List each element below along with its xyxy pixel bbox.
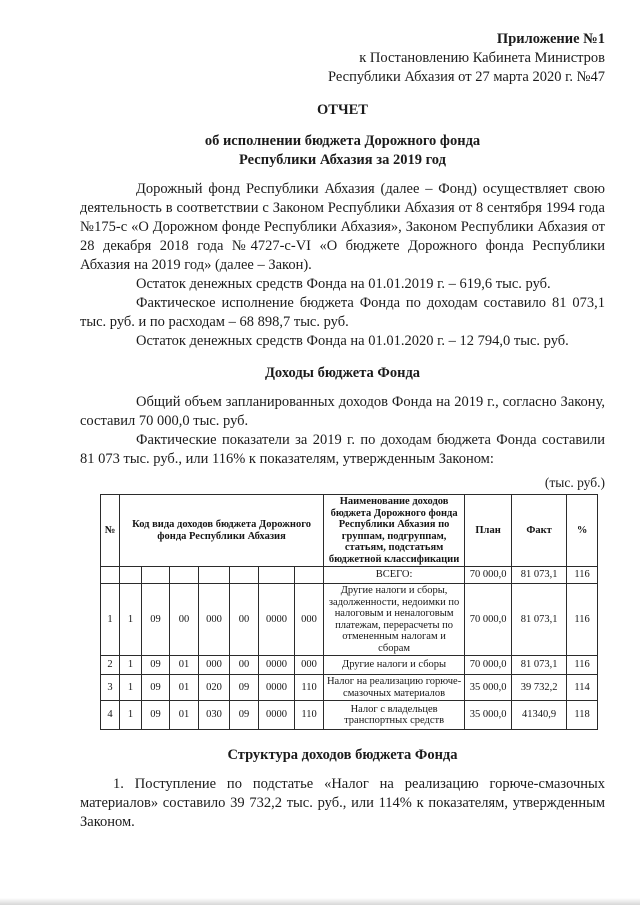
empty-cell — [229, 566, 259, 584]
income-table: № Код вида доходов бюджета Дорожного фон… — [100, 494, 599, 730]
code-cell: 0000 — [258, 655, 295, 675]
code-cell: 1 — [119, 674, 142, 701]
row-percent-cell: 114 — [566, 674, 599, 701]
empty-cell — [141, 566, 170, 584]
row-plan-cell: 35 000,0 — [464, 674, 513, 701]
report-subtitle: об исполнении бюджета Дорожного фонда Рес… — [80, 132, 605, 170]
report-subtitle-line-1: об исполнении бюджета Дорожного фонда — [204, 133, 481, 149]
col-header-plan: План — [464, 494, 513, 567]
row-num-cell: 1 — [100, 583, 120, 656]
code-cell: 030 — [198, 700, 230, 730]
income-paragraph-2: Фактические показатели за 2019 г. по дох… — [80, 432, 605, 467]
row-fact-cell: 81 073,1 — [511, 655, 568, 675]
row-plan-cell: 70 000,0 — [464, 655, 513, 675]
code-cell: 09 — [141, 674, 170, 701]
code-cell: 09 — [141, 583, 170, 656]
table-row: 2 1 09 01 000 00 0000 000 Другие налоги … — [100, 655, 599, 675]
row-num-cell: 4 — [100, 700, 120, 730]
income-paragraph-1: Общий объем запланированных доходов Фонд… — [80, 394, 605, 429]
col-header-code: Код вида доходов бюджета Дорожного фонда… — [118, 494, 325, 567]
row-num-cell: 3 — [100, 674, 120, 701]
row-name-cell: Другие налоги и сборы — [323, 655, 466, 675]
code-cell: 09 — [229, 674, 259, 701]
empty-cell — [293, 566, 325, 584]
code-cell: 00 — [229, 583, 259, 656]
code-cell: 00 — [229, 655, 259, 675]
table-total-row: ВСЕГО: 70 000,0 81 073,1 116 — [100, 566, 599, 584]
code-cell: 1 — [119, 583, 142, 656]
empty-cell — [100, 566, 120, 584]
table-row: 3 1 09 01 020 09 0000 110 Налог на реали… — [100, 674, 599, 701]
code-cell: 0000 — [258, 583, 295, 656]
code-cell: 1 — [119, 700, 142, 730]
code-cell: 0000 — [258, 674, 295, 701]
intro-paragraph-2: Остаток денежных средств Фонда на 01.01.… — [136, 276, 551, 292]
annex-block: Приложение №1 к Постановлению Кабинета М… — [80, 30, 605, 87]
row-percent-cell: 118 — [566, 700, 599, 730]
code-cell: 1 — [119, 655, 142, 675]
empty-cell — [258, 566, 295, 584]
row-fact-cell: 41340,9 — [511, 700, 568, 730]
total-plan-cell: 70 000,0 — [464, 566, 513, 584]
row-percent-cell: 116 — [566, 583, 599, 656]
structure-section-heading: Структура доходов бюджета Фонда — [227, 747, 458, 763]
table-row: 1 1 09 00 000 00 0000 000 Другие налоги … — [100, 583, 599, 656]
income-section-heading: Доходы бюджета Фонда — [264, 365, 421, 381]
report-title: ОТЧЕТ — [317, 102, 368, 118]
total-name-cell: ВСЕГО: — [323, 566, 466, 584]
code-cell: 0000 — [258, 700, 295, 730]
code-cell: 01 — [169, 655, 199, 675]
row-plan-cell: 35 000,0 — [464, 700, 513, 730]
row-plan-cell: 70 000,0 — [464, 583, 513, 656]
code-cell: 01 — [169, 700, 199, 730]
empty-cell — [169, 566, 199, 584]
code-cell: 110 — [293, 700, 325, 730]
code-cell: 09 — [141, 700, 170, 730]
intro-paragraph-1: Дорожный фонд Республики Абхазия (далее … — [80, 181, 605, 273]
row-fact-cell: 39 732,2 — [511, 674, 568, 701]
code-cell: 000 — [198, 655, 230, 675]
code-cell: 000 — [293, 655, 325, 675]
structure-paragraph-1: 1. Поступление по подстатье «Налог на ре… — [80, 776, 605, 830]
annex-line-2: к Постановлению Кабинета Министров — [359, 50, 605, 66]
intro-paragraph-3: Фактическое исполнение бюджета Фонда по … — [80, 295, 605, 330]
report-subtitle-line-2: Республики Абхазия за 2019 год — [239, 152, 446, 168]
empty-cell — [119, 566, 142, 584]
code-cell: 09 — [229, 700, 259, 730]
col-header-percent: % — [566, 494, 599, 567]
row-num-cell: 2 — [100, 655, 120, 675]
table-row: 4 1 09 01 030 09 0000 110 Налог с владел… — [100, 700, 599, 730]
row-fact-cell: 81 073,1 — [511, 583, 568, 656]
code-cell: 00 — [169, 583, 199, 656]
row-name-cell: Другие налоги и сборы, задолженности, не… — [323, 583, 466, 656]
scan-artifact-bottom — [0, 898, 640, 905]
row-percent-cell: 116 — [566, 655, 599, 675]
empty-cell — [198, 566, 230, 584]
col-header-num: № — [100, 494, 120, 567]
units-note: (тыс. руб.) — [544, 475, 605, 490]
intro-paragraph-4: Остаток денежных средств Фонда на 01.01.… — [136, 333, 569, 349]
row-name-cell: Налог на реализацию горюче-смазочных мат… — [323, 674, 466, 701]
table-header-row: № Код вида доходов бюджета Дорожного фон… — [100, 494, 599, 567]
total-percent-cell: 116 — [566, 566, 599, 584]
col-header-fact: Факт — [511, 494, 568, 567]
code-cell: 000 — [198, 583, 230, 656]
row-name-cell: Налог с владельцев транспортных средств — [323, 700, 466, 730]
annex-line-3: Республики Абхазия от 27 марта 2020 г. №… — [327, 69, 605, 85]
annex-number: Приложение №1 — [496, 31, 605, 47]
total-fact-cell: 81 073,1 — [511, 566, 568, 584]
code-cell: 000 — [293, 583, 325, 656]
code-cell: 020 — [198, 674, 230, 701]
code-cell: 110 — [293, 674, 325, 701]
col-header-name: Наименование доходов бюджета Дорожного ф… — [323, 494, 466, 567]
code-cell: 01 — [169, 674, 199, 701]
code-cell: 09 — [141, 655, 170, 675]
